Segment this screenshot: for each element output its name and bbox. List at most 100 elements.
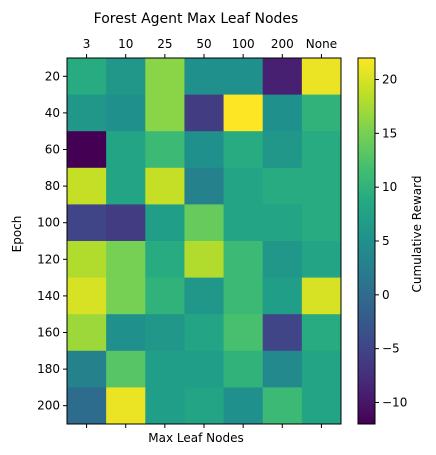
y-tick-label: 160 [37, 326, 60, 340]
heatmap-cell [223, 314, 264, 352]
heatmap-cell [145, 58, 185, 96]
y-tick-label: 120 [37, 252, 60, 266]
colorbar-tick-label: 10 [382, 180, 397, 194]
x-axis-ticks: 3 10 25 50 100 200 None [83, 37, 337, 428]
heatmap-cells [67, 58, 342, 425]
heatmap-cell [262, 131, 303, 169]
heatmap-cell [106, 131, 146, 169]
colorbar-label: Cumulative Reward [410, 176, 424, 293]
heatmap-cell [106, 58, 146, 96]
heatmap-cell [106, 350, 146, 388]
heatmap-cell [145, 314, 185, 352]
heatmap-cell [106, 277, 146, 315]
heatmap-cell [301, 204, 342, 242]
heatmap-cell [145, 387, 185, 425]
heatmap-cell [301, 58, 342, 96]
x-tick-label: None [306, 37, 337, 51]
chart-title: Forest Agent Max Leaf Nodes [94, 11, 299, 27]
x-axis-label: Max Leaf Nodes [148, 431, 243, 445]
heatmap-cell [301, 167, 342, 205]
x-tick-label: 3 [83, 37, 91, 51]
x-tick-label: 10 [118, 37, 133, 51]
heatmap-cell [223, 131, 264, 169]
heatmap-cell [67, 131, 107, 169]
heatmap-cell [301, 350, 342, 388]
heatmap-cell [184, 277, 225, 315]
heatmap-cell [145, 167, 185, 205]
heatmap-cell [145, 277, 185, 315]
heatmap-cell [145, 94, 185, 132]
colorbar-tick-label: −10 [382, 395, 407, 409]
y-tick-label: 40 [45, 106, 60, 120]
heatmap-cell [262, 204, 303, 242]
heatmap-cell [67, 277, 107, 315]
y-axis-label: Epoch [10, 216, 24, 253]
heatmap-cell [184, 131, 225, 169]
heatmap-cell [223, 204, 264, 242]
heatmap-cell [262, 167, 303, 205]
heatmap-cell [67, 241, 107, 279]
colorbar-ticks: −10 −5 0 5 10 15 20 [375, 73, 407, 409]
heatmap-cell [106, 241, 146, 279]
heatmap-cell [67, 314, 107, 352]
heatmap-cell [106, 167, 146, 205]
x-tick-label: 100 [232, 37, 255, 51]
heatmap-cell [106, 314, 146, 352]
heatmap-cell [184, 167, 225, 205]
heatmap-cell [184, 241, 225, 279]
heatmap-cell [184, 204, 225, 242]
heatmap-cell [106, 204, 146, 242]
y-tick-label: 180 [37, 362, 60, 376]
heatmap-cell [223, 277, 264, 315]
heatmap-cell [67, 94, 107, 132]
heatmap-cell [67, 387, 107, 425]
heatmap-cell [145, 131, 185, 169]
heatmap-cell [67, 167, 107, 205]
heatmap-cell [67, 58, 107, 96]
x-tick-label: 200 [271, 37, 294, 51]
heatmap-cell [67, 350, 107, 388]
heatmap-cell [262, 241, 303, 279]
heatmap-cell [106, 387, 146, 425]
y-tick-label: 80 [45, 179, 60, 193]
heatmap-cell [184, 58, 225, 96]
x-tick-label: 25 [157, 37, 172, 51]
colorbar-tick-label: 5 [382, 234, 390, 248]
heatmap-cell [106, 94, 146, 132]
colorbar-tick-label: −5 [382, 342, 400, 356]
heatmap-cell [223, 58, 264, 96]
heatmap-cell [145, 204, 185, 242]
colorbar [358, 58, 375, 424]
heatmap-cell [184, 94, 225, 132]
y-tick-label: 60 [45, 143, 60, 157]
heatmap-cell [184, 350, 225, 388]
heatmap-cell [301, 314, 342, 352]
heatmap-cell [301, 277, 342, 315]
heatmap-cell [223, 167, 264, 205]
y-tick-label: 20 [45, 69, 60, 83]
heatmap-cell [262, 58, 303, 96]
heatmap-cell [301, 94, 342, 132]
y-tick-label: 140 [37, 289, 60, 303]
heatmap-cell [145, 350, 185, 388]
heatmap-cell [262, 387, 303, 425]
colorbar-tick-label: 0 [382, 288, 390, 302]
heatmap-cell [301, 387, 342, 425]
colorbar-tick-label: 15 [382, 126, 397, 140]
heatmap-cell [184, 387, 225, 425]
heatmap-cell [223, 241, 264, 279]
heatmap-cell [262, 277, 303, 315]
heatmap-cell [262, 350, 303, 388]
heatmap-cell [262, 314, 303, 352]
y-tick-label: 100 [37, 216, 60, 230]
colorbar-tick-label: 20 [382, 73, 397, 87]
heatmap-cell [67, 204, 107, 242]
heatmap-cell [223, 387, 264, 425]
heatmap-cell [262, 94, 303, 132]
heatmap-cell [301, 241, 342, 279]
heatmap-cell [145, 241, 185, 279]
heatmap-cell [223, 350, 264, 388]
heatmap-cell [184, 314, 225, 352]
y-axis-ticks: 20 40 60 80 100 120 140 160 180 200 [37, 69, 67, 413]
